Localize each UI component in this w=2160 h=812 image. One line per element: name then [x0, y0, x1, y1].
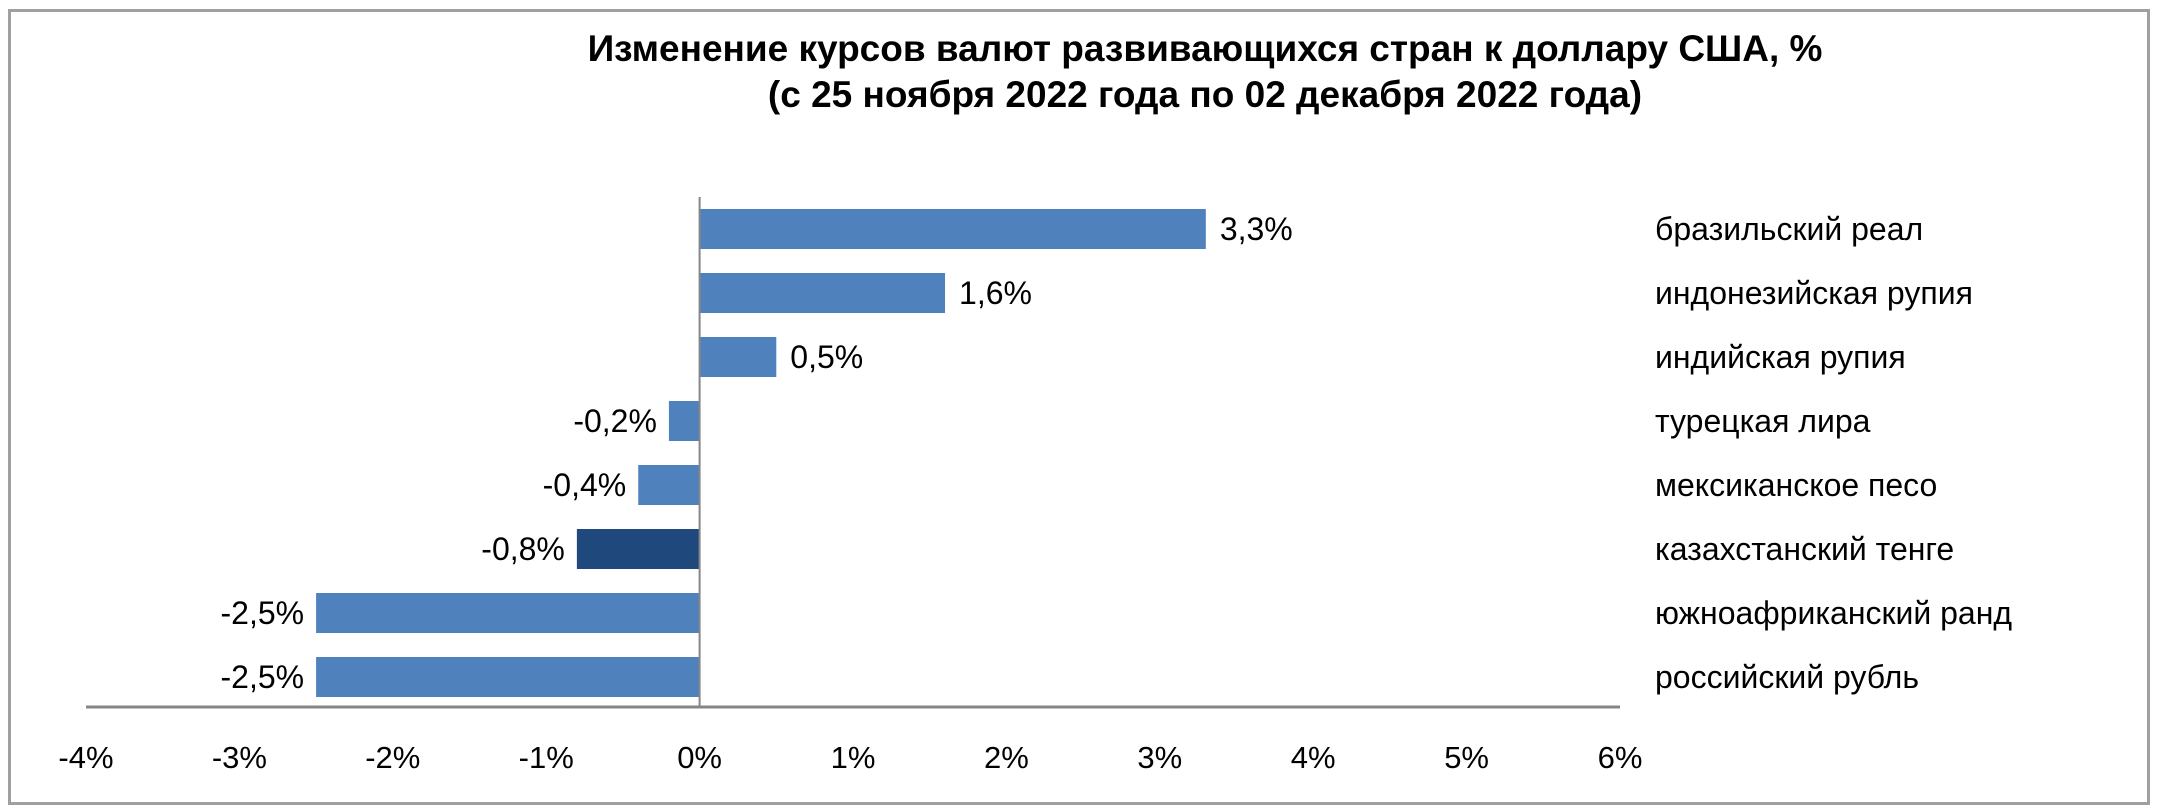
chart-title: Изменение курсов валют развивающихся стр…	[0, 26, 2160, 118]
x-tick-label: -4%	[58, 740, 113, 775]
bars-group	[316, 209, 1206, 697]
bar	[316, 657, 700, 697]
data-label: 0,5%	[790, 339, 863, 375]
bar	[699, 337, 777, 377]
category-label: казахстанский тенге	[1655, 531, 1954, 567]
bar	[699, 209, 1206, 249]
chart-title-line1: Изменение курсов валют развивающихся стр…	[587, 28, 1823, 69]
data-label: -0,2%	[573, 403, 657, 439]
category-labels-group: бразильский реал индонезийская рупия индий…	[1655, 211, 2012, 695]
data-label: -0,4%	[543, 467, 627, 503]
bar	[668, 401, 700, 441]
x-tick-label: 3%	[1137, 740, 1182, 775]
x-tick-label: 5%	[1444, 740, 1489, 775]
bar	[638, 465, 700, 505]
x-tick-label: 1%	[831, 740, 876, 775]
category-label: южноафриканский ранд	[1655, 595, 2012, 631]
x-tick-label: -3%	[212, 740, 267, 775]
data-label: -0,8%	[481, 531, 565, 567]
data-labels-group: 3,3% 1,6% 0,5% -0,2% -0,4% -0,8% -2,5% -2,5%	[221, 211, 1293, 695]
data-label: 1,6%	[959, 275, 1032, 311]
data-label: -2,5%	[221, 659, 305, 695]
category-label: индонезийская рупия	[1655, 275, 1973, 311]
x-tick-labels-group: -4% -3% -2% -1% 0% 1% 2% 3% 4% 5% 6%	[58, 740, 1642, 775]
x-tick-label: 6%	[1598, 740, 1643, 775]
x-tick-label: 2%	[984, 740, 1029, 775]
chart-subtitle: (с 25 ноября 2022 года по 02 декабря 202…	[767, 74, 1643, 115]
category-label: турецкая лира	[1655, 403, 1871, 439]
data-label: -2,5%	[221, 595, 305, 631]
category-label: индийская рупия	[1655, 339, 1906, 375]
bar	[699, 273, 946, 313]
data-label: 3,3%	[1220, 211, 1293, 247]
bar	[576, 529, 700, 569]
category-label: бразильский реал	[1655, 211, 1923, 247]
x-tick-label: 0%	[677, 740, 722, 775]
x-tick-label: -1%	[519, 740, 574, 775]
bar	[316, 593, 700, 633]
category-label: российский рубль	[1655, 659, 1919, 695]
x-tick-label: -2%	[365, 740, 420, 775]
x-tick-label: 4%	[1291, 740, 1336, 775]
category-label: мексиканское песо	[1655, 467, 1937, 503]
